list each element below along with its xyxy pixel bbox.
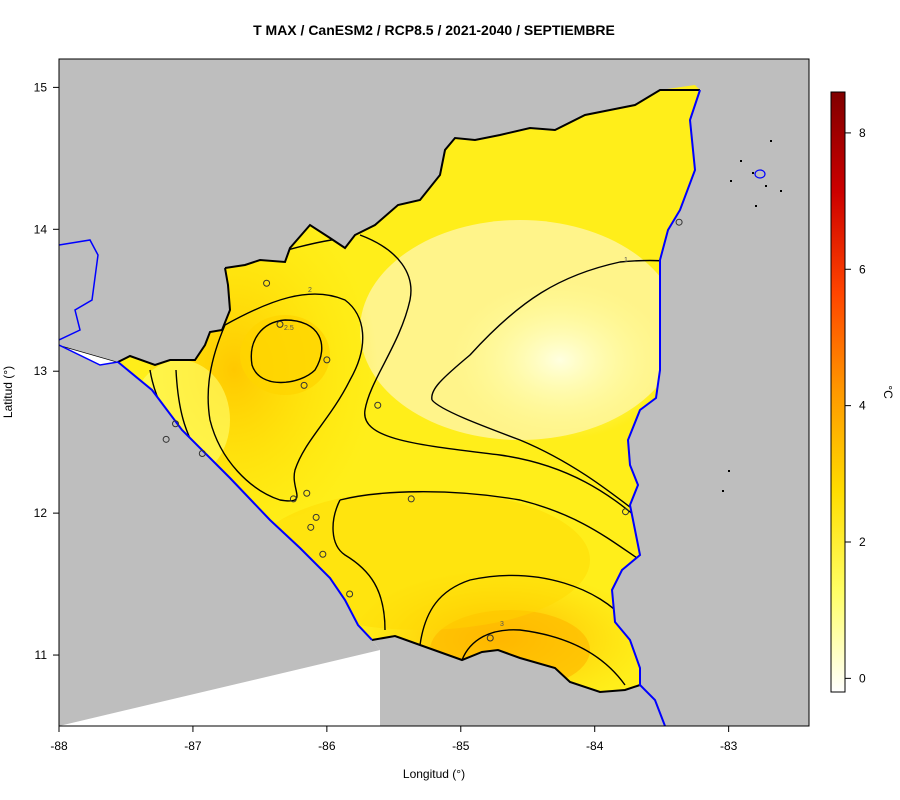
caribbean-islands (722, 140, 782, 492)
station-marker (276, 320, 284, 328)
station-marker (263, 279, 271, 287)
colorbar-tick-label: 0 (859, 671, 866, 685)
station-marker (198, 450, 206, 458)
x-tick-label: -88 (50, 739, 68, 753)
station-marker (303, 489, 311, 497)
y-tick-label: 13 (34, 364, 48, 378)
y-tick-label: 15 (34, 80, 48, 94)
colorbar-tick-label: 8 (859, 126, 866, 140)
contour-label: 3 (500, 621, 504, 628)
costa-rica-land (372, 636, 665, 726)
island (754, 169, 766, 179)
x-tick-label: -87 (184, 739, 202, 753)
caribbean-land (612, 59, 809, 726)
fonseca-coastline (59, 239, 119, 366)
y-tick-label: 12 (34, 506, 48, 520)
station-marker (675, 218, 683, 226)
station-marker (374, 401, 382, 409)
colorbar: 0 2 4 6 8 °C (830, 91, 895, 693)
colorbar-tick-label: 6 (859, 262, 866, 276)
colorbar-label: °C (881, 385, 895, 399)
contour-label: 2 (308, 287, 312, 294)
station-marker (172, 420, 180, 428)
y-tick-label: 11 (35, 648, 48, 662)
station-marker (486, 634, 494, 642)
station-marker (300, 381, 308, 389)
plot-frame (58, 58, 810, 727)
pacific-coastline (117, 361, 373, 641)
station-marker (319, 550, 327, 558)
station-marker (307, 523, 315, 531)
station-marker (162, 435, 170, 443)
x-axis: -88 -87 -86 -85 -84 -83 (50, 726, 738, 753)
station-markers (162, 218, 683, 642)
map-title: T MAX / CanESM2 / RCP8.5 / 2021-2040 / S… (253, 22, 615, 38)
x-tick-label: -84 (586, 739, 604, 753)
nicaragua-outline (117, 89, 700, 694)
colorbar-ticks: 0 2 4 6 8 (845, 126, 866, 685)
station-marker (622, 508, 630, 516)
contour-label: 2.5 (284, 325, 294, 332)
x-tick-label: -86 (318, 739, 336, 753)
colorbar-tick-label: 2 (859, 535, 866, 549)
station-marker (346, 590, 354, 598)
y-tick-label: 14 (34, 222, 48, 236)
station-marker (312, 513, 320, 521)
honduras-land-north (59, 59, 700, 365)
x-tick-label: -85 (452, 739, 470, 753)
caribbean-coastline (610, 89, 701, 726)
station-marker (289, 495, 297, 503)
contour-label-group: 1 2 2.5 3 (284, 257, 628, 628)
y-axis: 11 12 13 14 15 (34, 80, 59, 662)
station-marker (323, 356, 331, 364)
colorbar-ramp (830, 91, 846, 693)
gulf-of-fonseca-land (59, 240, 98, 340)
y-axis-label: Latitud (°) (1, 366, 15, 418)
colorbar-tick-label: 4 (859, 399, 866, 413)
x-tick-label: -83 (720, 739, 738, 753)
contour-label: 1 (624, 257, 628, 264)
pacific-coast-land (59, 345, 380, 726)
x-axis-label: Longitud (°) (403, 767, 465, 781)
station-marker (407, 495, 415, 503)
